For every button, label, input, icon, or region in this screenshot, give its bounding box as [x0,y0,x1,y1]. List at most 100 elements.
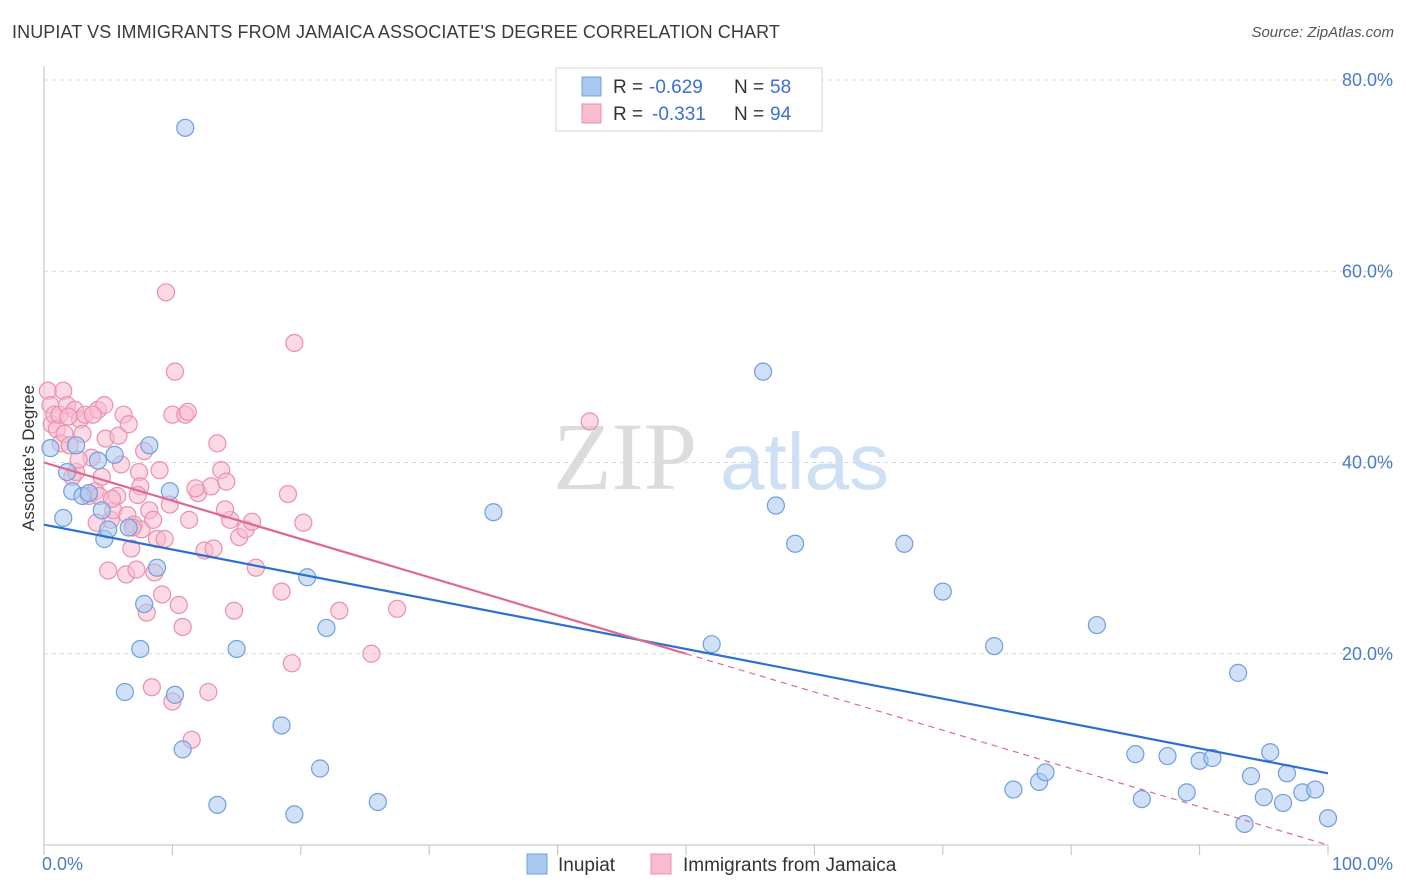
inupiat-trend-line [43,523,1329,775]
inupiat-point [766,496,785,515]
inupiat-point [140,436,159,455]
jamaica-point [155,529,174,549]
inupiat-point [1235,814,1254,834]
inupiat-point [1241,767,1261,786]
legend-r-label-inupiat: R = [613,77,643,98]
chart-title: INUPIAT VS IMMIGRANTS FROM JAMAICA ASSOC… [12,22,780,42]
inupiat-point [1306,780,1325,799]
jamaica-point [119,415,138,434]
jamaica-point [153,585,172,604]
axes [43,66,1329,855]
inupiat-point [285,805,304,824]
bottom-legend-swatch-jamaica [650,853,672,875]
jamaica-point [83,405,102,424]
y-tick-label-40: 40.0% [1342,453,1393,473]
inupiat-point [317,618,336,638]
legend-r-label-jamaica: R = [613,104,643,125]
jamaica-point [109,426,128,445]
bottom-legend-swatch-inupiat [526,853,548,875]
inupiat-point [105,445,124,464]
inupiat-point [119,518,138,537]
inupiat-point [1318,809,1338,828]
inupiat-point [147,558,167,577]
jamaica-point [59,407,78,426]
jamaica-point [217,472,236,491]
jamaica-point [294,513,313,532]
inupiat-point [985,636,1004,656]
inupiat-point [115,682,134,702]
series-legend: Inupiat Immigrants from Jamaica [526,853,897,876]
correlation-legend: R = -0.629 N = 58 R = -0.331 N = 94 [555,67,823,132]
inupiat-point [702,635,721,654]
inupiat-point [66,436,86,455]
jamaica-point [99,561,118,580]
jamaica-point [165,362,185,381]
watermark: ZIP atlas [553,403,889,510]
inupiat-point [310,759,330,778]
legend-n-label-jamaica: N = [734,104,764,125]
jamaica-point [208,434,227,453]
jamaica-point [285,333,304,353]
inupiat-point [1177,783,1196,802]
jamaica-point [580,412,599,431]
inupiat-point [1036,763,1055,782]
legend-n-label-inupiat: N = [734,77,764,98]
jamaica-point [278,484,298,504]
jamaica-point [144,510,163,529]
bottom-legend-label-inupiat: Inupiat [558,855,616,876]
legend-swatch-jamaica [581,103,602,124]
y-tick-label-80: 80.0% [1342,70,1393,90]
jamaica-point [179,510,199,529]
x-tick-label-max: 100.0% [1332,854,1393,874]
bottom-legend-label-jamaica: Immigrants from Jamaica [683,855,897,876]
inupiat-point [1132,789,1151,809]
jamaica-point [169,595,188,615]
inupiat-point [753,362,773,381]
inupiat-point [786,534,805,553]
legend-r-value-inupiat: -0.629 [649,77,703,98]
jamaica-point [201,477,221,496]
jamaica-point [102,489,122,508]
inupiat-point [895,534,914,553]
jamaica-point [122,539,141,558]
inupiat-point [41,439,60,458]
inupiat-point [131,639,150,659]
inupiat-point [1254,788,1273,807]
inupiat-point [1126,745,1145,764]
inupiat-point [88,451,108,470]
inupiat-point [227,639,246,659]
series-jamaica-points [38,283,599,749]
inupiat-point [1004,780,1023,799]
grid-lines [44,79,1392,655]
jamaica-point [178,402,197,421]
inupiat-point [272,716,291,735]
inupiat-point [368,792,387,812]
chart-source: Source: ZipAtlas.com [1251,24,1394,41]
inupiat-point [1087,615,1106,635]
inupiat-point [176,118,195,137]
inupiat-point [54,508,73,528]
series-inupiat-points [41,118,1338,834]
jamaica-point [215,500,235,519]
jamaica-point [388,599,407,618]
y-axis-label: Associate's Degree [19,385,38,531]
inupiat-point [1229,663,1248,682]
inupiat-point [135,594,154,614]
jamaica-point [186,479,205,498]
legend-swatch-inupiat [581,76,602,97]
inupiat-point [933,582,952,601]
inupiat-point [1261,743,1280,762]
jamaica-point [330,601,349,620]
y-tick-label-20: 20.0% [1342,644,1393,664]
inupiat-point [1273,793,1293,813]
legend-r-value-jamaica: -0.331 [652,104,706,125]
x-tick-label-min: 0.0% [42,854,83,874]
jamaica-point [150,461,169,480]
jamaica-trend-line [43,461,687,655]
watermark-zip: ZIP [553,403,697,510]
legend-n-value-inupiat: 58 [770,77,791,98]
tick-labels: 20.0% 40.0% 60.0% 80.0% 0.0% 100.0% [42,70,1393,874]
inupiat-point [173,740,192,759]
jamaica-point [224,601,244,620]
watermark-atlas: atlas [720,417,889,506]
